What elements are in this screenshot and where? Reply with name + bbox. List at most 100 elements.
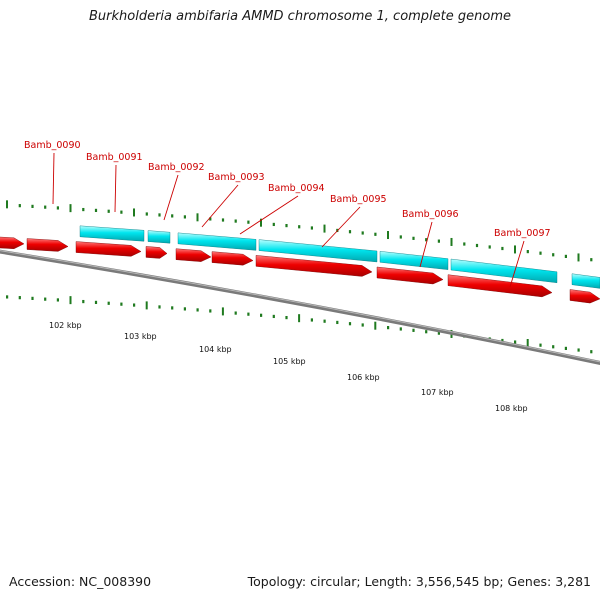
gene-label-leader — [239, 195, 299, 235]
minor-tick — [387, 326, 390, 330]
minor-tick — [310, 318, 313, 322]
reverse-gene — [145, 246, 168, 259]
minor-tick — [82, 299, 85, 304]
minor-tick — [475, 243, 479, 248]
minor-tick — [526, 250, 529, 254]
minor-tick — [348, 322, 352, 326]
minor-tick — [310, 226, 313, 230]
reverse-gene — [255, 255, 373, 277]
minor-tick — [501, 246, 504, 251]
gene-label: Bamb_0092 — [148, 162, 205, 173]
minor-tick — [94, 300, 98, 305]
gene-label: Bamb_0097 — [494, 228, 551, 239]
minor-tick — [31, 204, 34, 208]
minor-tick — [31, 296, 34, 300]
minor-tick — [196, 308, 199, 312]
minor-tick — [6, 295, 9, 299]
minor-tick — [552, 345, 555, 349]
major-tick — [323, 224, 326, 233]
gene-label-leader — [114, 164, 117, 213]
minor-tick — [18, 204, 21, 208]
reverse-gene — [175, 248, 212, 262]
backbone-highlight — [0, 250, 600, 363]
minor-tick — [501, 338, 504, 343]
minor-tick — [56, 206, 59, 210]
minor-tick — [171, 306, 174, 310]
gene-label-leader — [419, 221, 433, 268]
major-tick — [260, 218, 262, 227]
forward-gene — [177, 232, 257, 251]
forward-genes — [79, 225, 600, 289]
scale-label: 102 kbp — [49, 321, 82, 330]
minor-tick — [437, 239, 440, 243]
minor-tick — [336, 320, 339, 325]
minor-tick — [361, 231, 364, 235]
minor-tick — [120, 302, 123, 306]
minor-tick — [577, 348, 580, 352]
minor-tick — [348, 230, 352, 234]
minor-tick — [272, 314, 275, 319]
gene-label-leader — [509, 240, 525, 288]
minor-tick — [425, 330, 428, 334]
minor-tick — [56, 298, 59, 302]
major-tick — [6, 200, 8, 209]
minor-tick — [412, 328, 415, 332]
reverse-gene — [75, 241, 142, 257]
gene-labels: Bamb_0090Bamb_0091Bamb_0092Bamb_0093Bamb… — [24, 140, 551, 288]
minor-tick — [285, 223, 288, 228]
minor-tick — [107, 209, 110, 213]
minor-tick — [247, 220, 250, 224]
minor-tick — [158, 213, 161, 217]
minor-tick — [374, 232, 377, 236]
major-tick — [69, 204, 72, 213]
reverse-gene — [376, 266, 444, 285]
gene-label-leader — [201, 184, 239, 228]
reverse-genes — [0, 236, 600, 304]
minor-tick — [221, 218, 225, 222]
minor-tick — [564, 254, 567, 258]
major-tick — [196, 213, 199, 222]
minor-tick — [209, 217, 212, 221]
minor-tick — [425, 238, 428, 242]
minor-tick — [564, 346, 567, 350]
minor-tick — [107, 301, 110, 305]
scale-label: 107 kbp — [421, 388, 454, 397]
minor-tick — [94, 208, 98, 213]
minor-tick — [488, 245, 491, 249]
minor-tick — [285, 315, 288, 320]
gene-label-leader — [321, 206, 361, 248]
forward-gene — [379, 251, 449, 270]
reverse-gene — [26, 238, 69, 252]
minor-tick — [412, 236, 415, 240]
minor-tick — [323, 319, 326, 323]
minor-tick — [514, 340, 517, 344]
genome-summary: Topology: circular; Length: 3,556,545 bp… — [247, 574, 591, 589]
minor-tick — [539, 251, 542, 255]
minor-tick — [209, 309, 212, 313]
scale-label: 108 kbp — [495, 404, 528, 413]
minor-tick — [590, 258, 593, 262]
major-tick — [577, 253, 580, 262]
scale-label: 104 kbp — [199, 345, 232, 354]
minor-tick — [44, 205, 47, 209]
minor-tick — [183, 215, 186, 219]
gene-label: Bamb_0093 — [208, 172, 265, 183]
gene-label-leader — [52, 152, 55, 205]
minor-tick — [234, 219, 237, 223]
minor-tick — [234, 311, 237, 315]
minor-tick — [145, 212, 148, 216]
minor-tick — [399, 235, 402, 239]
minor-tick — [158, 305, 161, 309]
forward-gene — [79, 225, 145, 242]
reverse-gene — [0, 236, 25, 249]
gene-label: Bamb_0090 — [24, 140, 81, 151]
major-tick — [387, 231, 389, 240]
scale-label: 105 kbp — [273, 357, 306, 366]
major-tick — [450, 237, 453, 246]
gene-label: Bamb_0094 — [268, 183, 325, 194]
forward-gene — [147, 230, 171, 244]
reverse-gene — [447, 274, 553, 298]
gene-label-leader — [163, 174, 179, 221]
minor-tick — [272, 222, 275, 227]
minor-tick — [298, 225, 301, 229]
